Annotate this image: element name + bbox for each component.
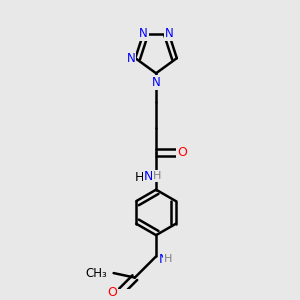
Text: O: O [177, 146, 187, 159]
Text: HN: HN [135, 171, 154, 184]
Text: H: H [153, 171, 161, 181]
Text: N: N [127, 52, 135, 65]
Text: N: N [152, 76, 161, 89]
Text: H: H [164, 254, 172, 264]
Text: N: N [144, 169, 153, 182]
Text: N: N [164, 27, 173, 40]
Text: N: N [159, 253, 169, 266]
Text: O: O [107, 286, 117, 299]
Text: N: N [139, 27, 148, 40]
Text: CH₃: CH₃ [86, 267, 108, 280]
